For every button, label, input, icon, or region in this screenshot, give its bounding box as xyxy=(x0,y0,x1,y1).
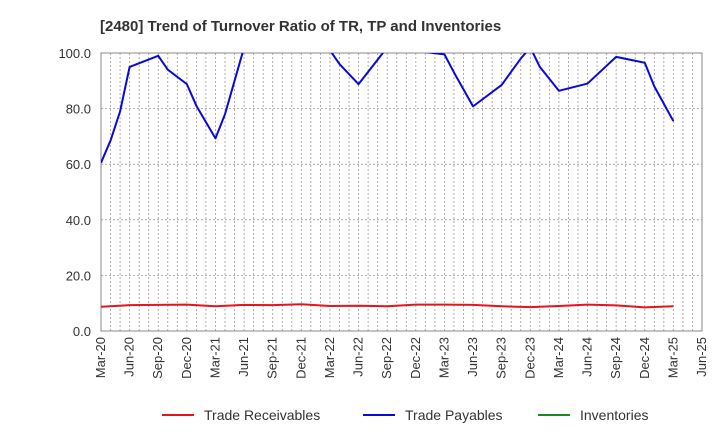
x-tick-label: Dec-24 xyxy=(637,337,652,379)
series-line-trade-receivables xyxy=(101,303,674,309)
y-tick-label: 20.0 xyxy=(66,268,91,283)
x-tick-label: Sep-24 xyxy=(608,337,623,379)
y-tick-label: 100.0 xyxy=(58,46,91,61)
x-tick-label: Dec-20 xyxy=(179,337,194,379)
x-tick-label: Mar-24 xyxy=(551,337,566,378)
x-tick-label: Jun-22 xyxy=(351,337,366,377)
x-tick-label: Dec-21 xyxy=(293,337,308,379)
legend-label-inventories: Inventories xyxy=(580,407,648,423)
x-tick-label: Mar-25 xyxy=(665,337,680,378)
x-tick-label: Jun-25 xyxy=(694,337,709,377)
x-tick-label: Sep-23 xyxy=(494,337,509,379)
series-layer xyxy=(101,53,675,309)
x-tick-label: Jun-21 xyxy=(236,337,251,377)
legend-label-trade-receivables: Trade Receivables xyxy=(204,407,320,423)
legend: Trade Receivables Trade Payables Inventori… xyxy=(162,407,648,423)
chart-title: [2480] Trend of Turnover Ratio of TR, TP… xyxy=(100,18,501,35)
y-tick-label: 80.0 xyxy=(66,102,91,117)
x-tick-label: Mar-21 xyxy=(207,337,222,378)
series-line-trade-payables xyxy=(101,53,675,164)
x-tick-label: Dec-22 xyxy=(408,337,423,379)
y-axis: 0.0 20.0 40.0 60.0 80.0 100.0 xyxy=(58,46,91,339)
x-tick-label: Mar-23 xyxy=(436,337,451,378)
x-tick-label: Dec-23 xyxy=(522,337,537,379)
plot-frame xyxy=(100,52,703,332)
x-tick-label: Mar-22 xyxy=(322,337,337,378)
x-tick-label: Sep-21 xyxy=(265,337,280,379)
x-tick-label: Mar-20 xyxy=(93,337,108,378)
x-tick-label: Sep-22 xyxy=(379,337,394,379)
x-tick-label: Sep-20 xyxy=(150,337,165,379)
y-tick-label: 40.0 xyxy=(66,213,91,228)
x-tick-label: Jun-20 xyxy=(122,337,137,377)
x-tick-label: Jun-23 xyxy=(465,337,480,377)
x-tick-label: Jun-24 xyxy=(580,337,595,377)
y-tick-label: 60.0 xyxy=(66,157,91,172)
x-axis: Mar-20 Jun-20 Sep-20 Dec-20 Mar-21 Jun-21 Sep-… xyxy=(93,337,709,379)
legend-label-trade-payables: Trade Payables xyxy=(405,407,503,423)
y-tick-label: 0.0 xyxy=(73,324,91,339)
